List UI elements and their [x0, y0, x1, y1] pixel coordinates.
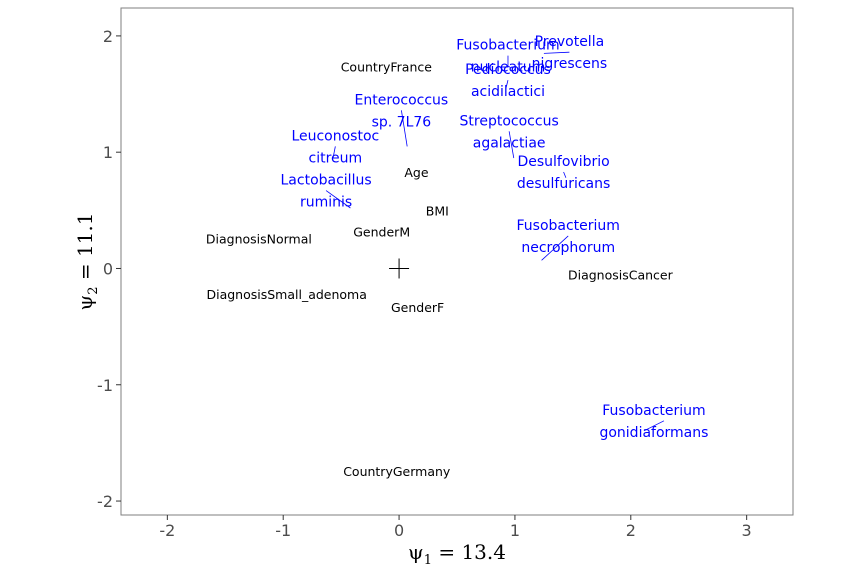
x-axis-title: ψ1 = 13.4	[408, 540, 506, 568]
taxon-label: necrophorum	[521, 240, 615, 256]
covariate-label: DiagnosisNormal	[206, 231, 312, 246]
y-axis: -2 -1 0 1 2	[97, 27, 121, 511]
taxon-label: Prevotella	[535, 34, 605, 50]
taxon-label: acidilactici	[471, 84, 545, 100]
y-axis-title: ψ2 = 11.1	[73, 213, 101, 311]
covariate-label: CountryGermany	[343, 464, 451, 479]
y-tick-label: -2	[97, 492, 113, 511]
x-tick-label: 1	[510, 521, 520, 540]
taxon-connector	[563, 171, 567, 178]
taxon-connector	[505, 79, 509, 90]
y-tick-label: -1	[97, 376, 113, 395]
taxon-label: sp. 7L76	[372, 114, 432, 130]
taxon-label: nigrescens	[532, 56, 607, 72]
taxon-label: Fusobacterium	[602, 403, 705, 419]
taxon-label: desulfuricans	[517, 176, 610, 192]
taxon-connector	[325, 190, 351, 209]
x-tick-label: -1	[275, 521, 291, 540]
x-axis: -2 -1 0 1 2 3	[159, 515, 752, 540]
taxon-labels: Prevotella nigrescens Fusobacterium nucleat…	[281, 34, 709, 441]
taxon-label: Pediococcus	[465, 62, 551, 78]
y-tick-label: 2	[103, 27, 113, 46]
taxon-label: Fusobacterium	[456, 38, 559, 54]
taxon-label: Desulfovibrio	[517, 154, 609, 170]
taxon-label: Lactobacillus	[281, 173, 372, 189]
x-tick-label: 0	[394, 521, 404, 540]
y-tick-label: 0	[103, 259, 113, 278]
x-tick-label: 2	[626, 521, 636, 540]
taxon-label: Streptococcus	[460, 113, 559, 129]
y-tick-label: 1	[103, 143, 113, 162]
covariate-label: BMI	[426, 203, 449, 218]
taxon-label: Fusobacterium	[517, 218, 620, 234]
taxon-label: Leuconostoc	[291, 128, 379, 144]
x-tick-label: 3	[742, 521, 752, 540]
taxon-connector	[541, 235, 569, 261]
taxon-label: citreum	[309, 150, 363, 166]
covariate-label: DiagnosisCancer	[568, 267, 674, 282]
taxon-connector	[508, 131, 515, 159]
taxon-label: agalactiae	[473, 135, 546, 151]
covariate-label: Age	[404, 165, 428, 180]
covariate-label: GenderF	[391, 300, 444, 315]
axis-title-rest: = 11.1	[73, 213, 97, 287]
taxon-connector	[643, 420, 665, 432]
taxon-connector	[543, 51, 570, 54]
taxon-label: Enterococcus	[355, 92, 449, 108]
covariate-label: DiagnosisSmall_adenoma	[206, 287, 366, 302]
x-tick-label: -2	[159, 521, 175, 540]
taxon-connector	[400, 110, 408, 147]
taxon-label: gonidiaformans	[599, 425, 708, 441]
axis-title-subscript: 2	[86, 287, 101, 295]
panel-border	[120, 7, 794, 516]
label-connectors	[325, 51, 665, 432]
covariate-label: CountryFrance	[341, 59, 433, 74]
axis-title-subscript: 1	[424, 553, 432, 568]
taxon-connector	[332, 146, 336, 159]
taxon-label: nucleatum	[471, 60, 546, 76]
covariate-label: GenderM	[353, 224, 410, 239]
covariate-labels: CountryFrance Age BMI GenderM DiagnosisNorma…	[206, 59, 674, 479]
origin-marker	[389, 258, 410, 279]
axis-title-symbol: ψ	[408, 540, 424, 564]
taxon-label: ruminis	[300, 195, 352, 211]
axis-title-rest: = 13.4	[432, 540, 506, 564]
axis-title-symbol: ψ	[73, 295, 97, 311]
